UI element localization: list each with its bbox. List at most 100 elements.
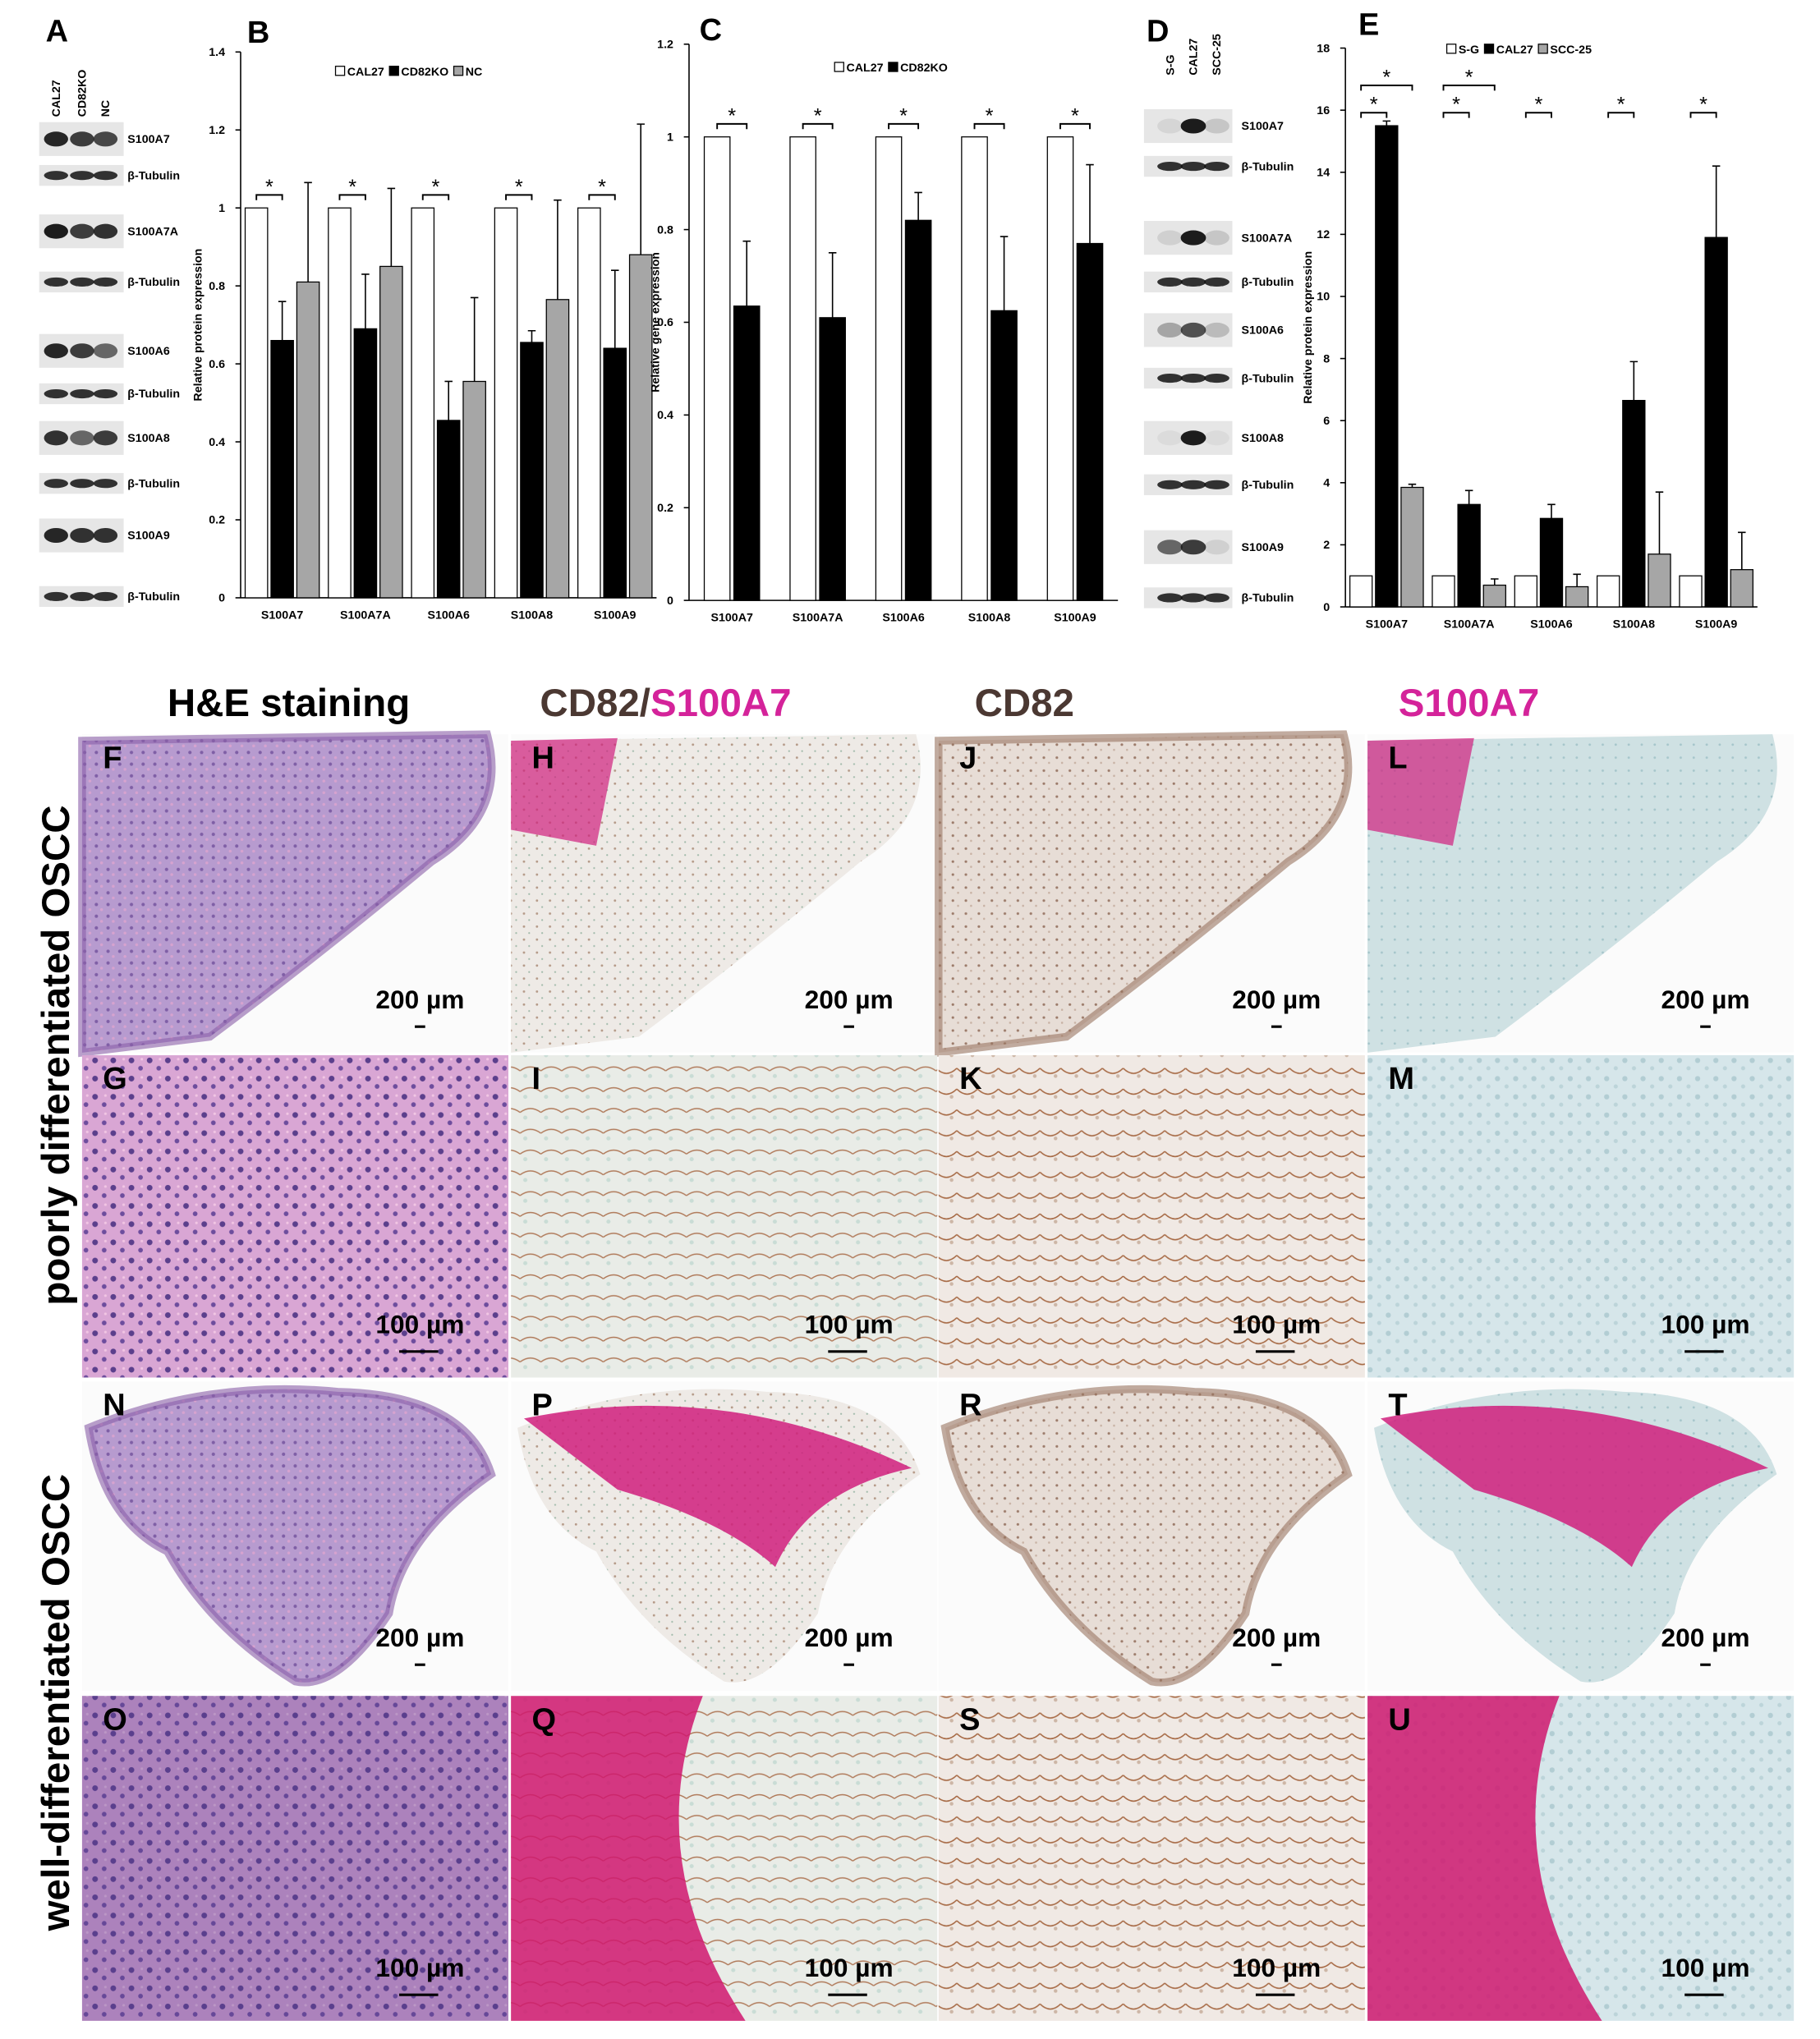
blot-band <box>93 479 118 489</box>
panel-letter: S <box>959 1702 980 1737</box>
bar <box>296 281 320 599</box>
lane-label: SCC-25 <box>1211 34 1224 76</box>
error-bar <box>1712 165 1721 238</box>
bar <box>411 207 435 599</box>
scale-label: 100 µm <box>1661 1953 1750 1982</box>
y-tick-label: 0.6 <box>657 316 673 329</box>
band-label: S100A7A <box>1242 232 1293 245</box>
bar <box>733 305 761 601</box>
band-label: β-Tubulin <box>1242 592 1294 605</box>
y-axis-label: Relative protein expression <box>1302 251 1315 404</box>
legend-label: CAL27 <box>1496 44 1533 57</box>
y-tick-label: 0 <box>218 592 225 605</box>
scale-label: 200 µm <box>375 1623 464 1652</box>
blot-band <box>1180 540 1206 555</box>
x-tick-label: S100A8 <box>968 611 1011 624</box>
legend-swatch <box>388 66 399 76</box>
blot-band <box>70 388 94 399</box>
blot-band <box>1180 277 1206 287</box>
dense-region <box>81 1696 508 2021</box>
y-tick-label: 1 <box>218 202 225 215</box>
band-label: β-Tubulin <box>127 388 180 401</box>
significance-bracket <box>1607 112 1635 118</box>
band-label: β-Tubulin <box>127 590 180 604</box>
bar <box>1648 553 1671 608</box>
column-title-part: S100A7 <box>1399 682 1540 725</box>
error-bar <box>1408 483 1417 488</box>
y-tick-label: 2 <box>1323 539 1330 552</box>
blot-band <box>70 223 94 239</box>
panel-letter: H <box>531 741 554 775</box>
bar <box>379 265 403 599</box>
bar <box>961 136 988 601</box>
y-tick-label: 0.8 <box>657 223 673 237</box>
bar <box>1457 503 1481 608</box>
panel-letter: P <box>531 1388 552 1422</box>
bar <box>353 328 378 599</box>
scale-label: 100 µm <box>375 1953 464 1982</box>
error-bar <box>1491 578 1499 586</box>
bar <box>1596 575 1620 608</box>
scale-label: 200 µm <box>1661 985 1750 1014</box>
significance-label: * <box>1452 94 1460 117</box>
significance-label: * <box>1382 66 1390 89</box>
error-bar <box>611 269 619 349</box>
significance-label: * <box>432 176 440 199</box>
blot-band <box>70 527 94 544</box>
stain-region <box>511 1696 746 2021</box>
micrograph <box>938 1696 1365 2021</box>
lane-label: CD82KO <box>76 70 90 117</box>
bar <box>494 207 518 599</box>
significance-bracket <box>802 122 834 130</box>
lane-label: CAL27 <box>1188 39 1201 76</box>
significance-label: * <box>265 176 273 199</box>
blot-band <box>44 430 68 446</box>
scale-label: 200 µm <box>1232 985 1321 1014</box>
x-tick-label: S100A6 <box>1530 618 1573 631</box>
significance-bracket <box>973 122 1005 130</box>
scale-label: 100 µm <box>805 1310 894 1339</box>
panel-letter: E <box>1358 8 1379 43</box>
blot-band <box>1157 593 1183 603</box>
column-title-part: H&E staining <box>168 682 410 725</box>
significance-label: * <box>348 176 356 199</box>
panel-letter: I <box>531 1062 540 1096</box>
bar <box>1622 400 1646 608</box>
blot-band <box>1180 593 1206 603</box>
stain-region <box>1367 1696 1602 2021</box>
blot-band <box>1180 322 1206 338</box>
scale-label: 200 µm <box>805 1623 894 1652</box>
significance-label: * <box>1370 94 1378 117</box>
bar <box>1400 486 1424 608</box>
row-label: well-differentiated OSCC <box>34 1474 78 1932</box>
column-title: H&E staining <box>168 682 410 725</box>
y-tick-label: 0.2 <box>657 502 673 515</box>
bar <box>1539 517 1564 608</box>
blot-band <box>93 591 118 601</box>
x-tick-label: S100A9 <box>1695 618 1738 631</box>
panel-letter: N <box>103 1388 125 1422</box>
band-label: S100A9 <box>127 530 170 543</box>
blot-band <box>44 277 68 287</box>
blot-band <box>93 223 118 239</box>
significance-bracket <box>1360 112 1388 118</box>
scale-label: 100 µm <box>1232 1310 1321 1339</box>
error-bar <box>1382 120 1391 126</box>
legend-swatch <box>834 62 844 72</box>
panel-letter: C <box>700 13 722 48</box>
panel-letter: G <box>103 1062 127 1096</box>
scale-label: 100 µm <box>1661 1310 1750 1339</box>
significance-label: * <box>515 176 523 199</box>
band-label: β-Tubulin <box>127 276 180 289</box>
micrograph <box>511 1055 938 1378</box>
blot-band <box>1180 118 1206 134</box>
blot-band <box>70 430 94 446</box>
x-tick-label: S100A6 <box>882 611 925 624</box>
blot-band <box>1157 277 1183 287</box>
error-bar <box>1000 236 1009 311</box>
error-bar <box>527 329 536 342</box>
column-title: CD82 <box>975 682 1074 725</box>
x-tick-label: S100A7 <box>710 611 753 624</box>
bar <box>270 339 294 599</box>
